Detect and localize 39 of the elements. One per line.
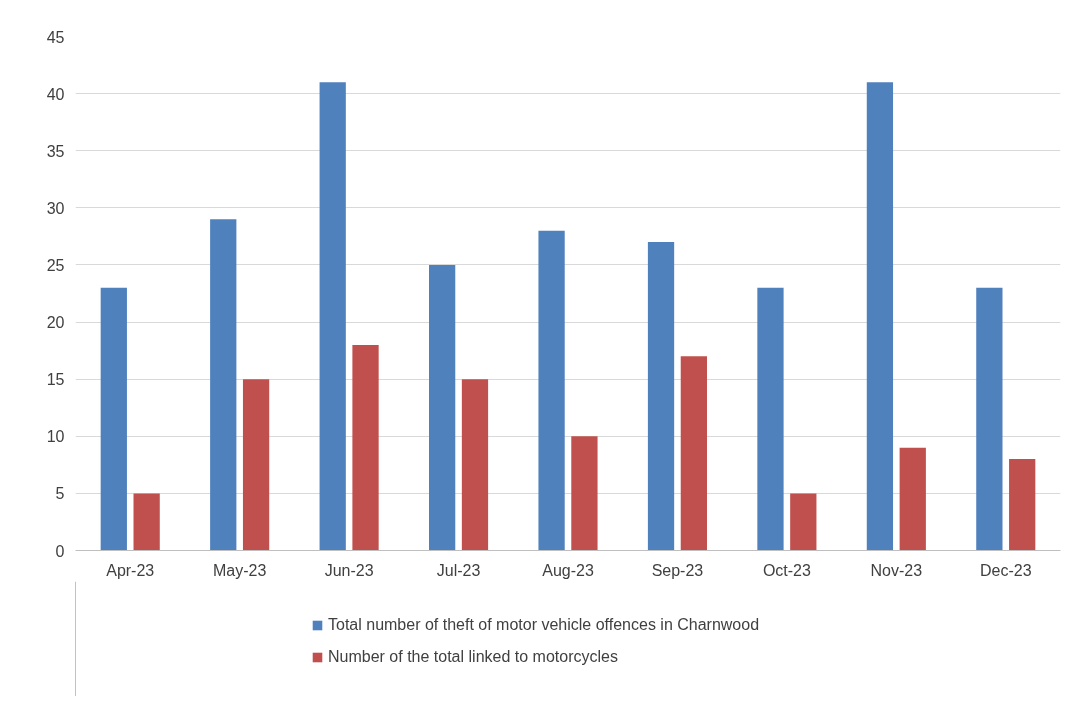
x-tick-label: Jun-23: [324, 561, 374, 579]
bar: [866, 82, 894, 551]
bar: [680, 356, 707, 551]
x-tick-label: Oct-23: [762, 561, 811, 579]
x-tick-label: Dec-23: [979, 561, 1032, 579]
bar: [461, 379, 489, 551]
bar: [757, 287, 784, 551]
y-tick-label: 5: [55, 485, 65, 503]
bar: [429, 264, 456, 551]
bar: [319, 82, 346, 551]
bar: [538, 230, 565, 551]
x-tick-label: Apr-23: [106, 561, 155, 579]
x-tick-label: Nov-23: [870, 561, 923, 579]
y-tick-label: 10: [46, 428, 65, 446]
bar: [571, 436, 598, 551]
bar: [242, 379, 270, 551]
bar: [210, 219, 237, 551]
bar: [133, 493, 160, 551]
bar: [899, 447, 926, 551]
y-tick-label: 25: [46, 256, 65, 274]
bar: [352, 344, 379, 551]
y-tick-label: 30: [46, 199, 65, 217]
bar: [976, 287, 1003, 551]
bar: [100, 287, 127, 551]
legend-label: Total number of theft of motor vehicle offences in Charnwood: [328, 616, 760, 634]
bar: [647, 242, 675, 551]
x-tick-label: Sep-23: [651, 561, 704, 579]
y-tick-label: 45: [46, 28, 65, 46]
bar: [790, 493, 817, 551]
y-tick-label: 0: [55, 542, 65, 560]
legend-label: Number of the total linked to motorcycles: [328, 648, 618, 666]
x-tick-label: May-23: [212, 561, 267, 579]
y-tick-label: 35: [46, 142, 65, 160]
x-tick-label: Jul-23: [436, 561, 481, 579]
bar: [1009, 459, 1036, 551]
y-tick-label: 15: [46, 371, 65, 389]
y-tick-label: 20: [46, 314, 65, 332]
x-tick-label: Aug-23: [542, 561, 594, 579]
y-tick-label: 40: [46, 85, 65, 103]
